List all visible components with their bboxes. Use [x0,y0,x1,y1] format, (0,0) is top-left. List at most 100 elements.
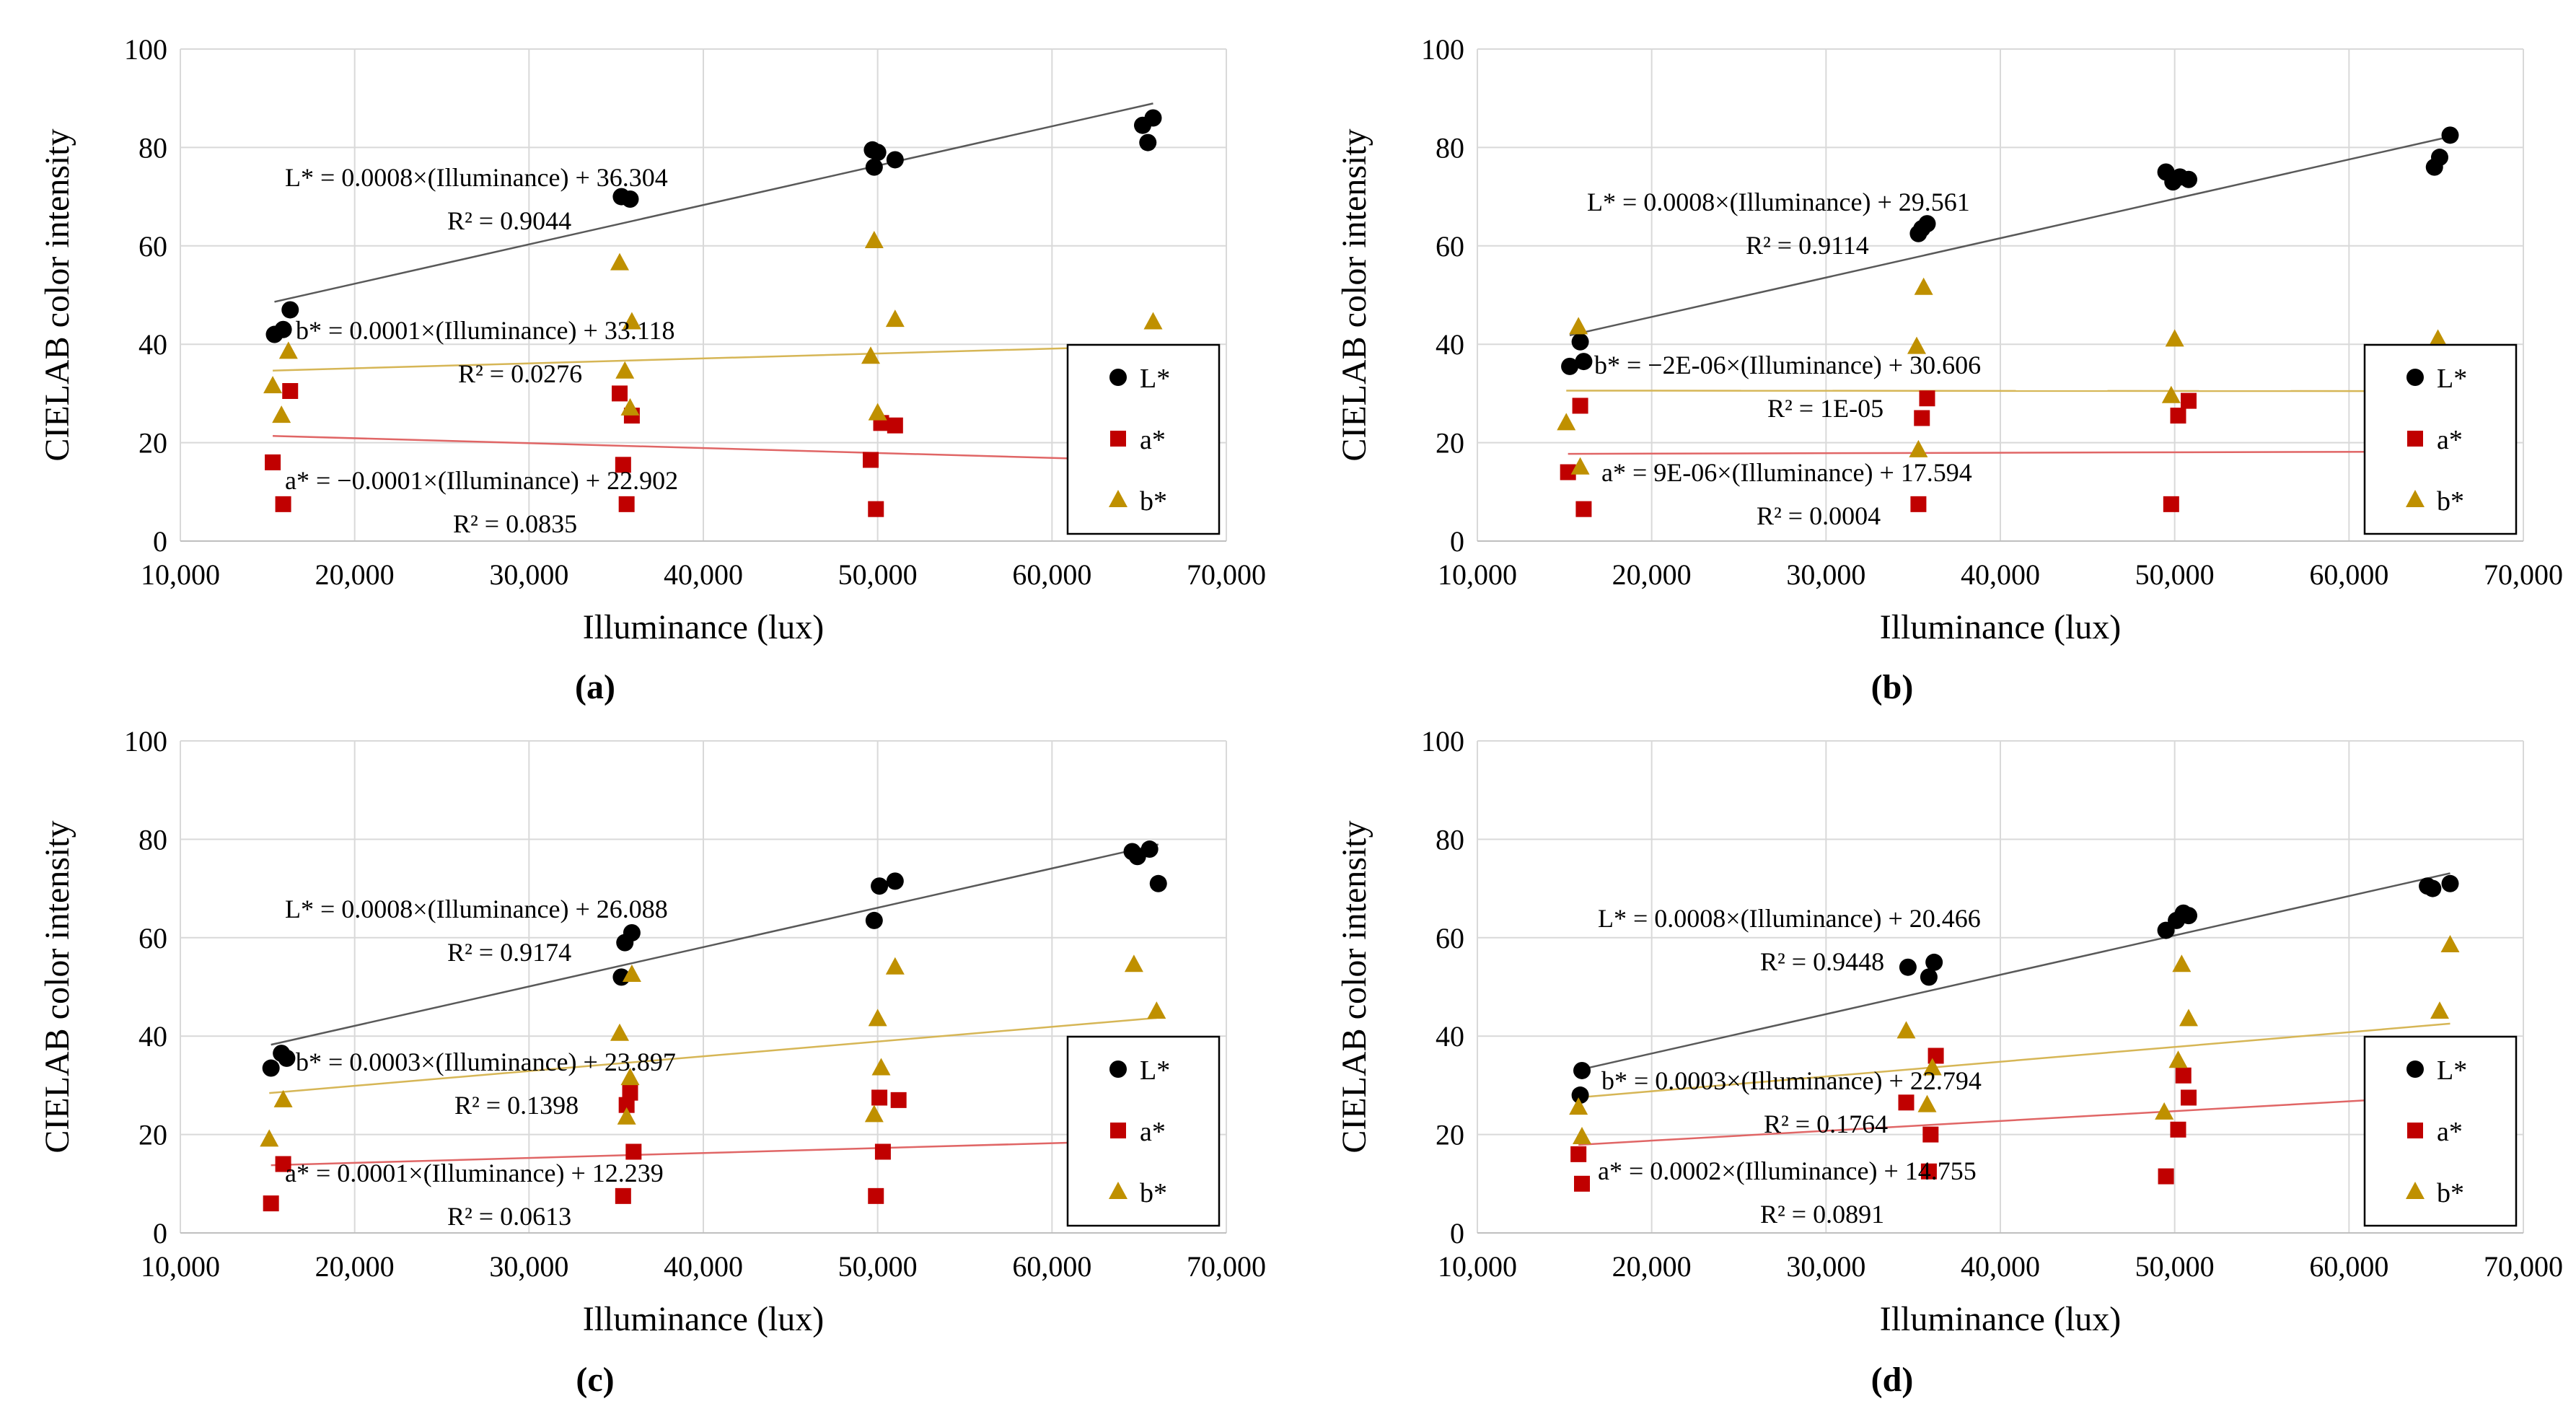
legend-label-L: L* [2437,1055,2467,1086]
trend-equation-L: L* = 0.0008×(Illuminance) + 26.088 [285,895,668,923]
data-point-b [1922,1058,1942,1076]
x-tick-label: 70,000 [1187,1250,1266,1283]
y-tick-label: 0 [1450,1217,1464,1250]
data-point-L [1140,840,1159,858]
data-point-a [2181,392,2197,409]
legend-marker-b [2406,1182,2425,1199]
legend-marker-a [2407,1123,2423,1138]
x-tick-label: 20,000 [315,558,395,591]
data-point-L [1139,133,1157,152]
trendline-L [274,102,1153,303]
data-point-b [2430,1001,2449,1019]
data-point-b [1896,1021,1916,1039]
x-tick-label: 30,000 [489,1250,568,1283]
data-point-L [2441,874,2459,892]
data-point-b [272,405,291,423]
trend-r2-L: R² = 0.9448 [1760,947,1884,976]
x-tick-label: 50,000 [838,558,918,591]
legend-label-a: a* [2437,1117,2463,1147]
trend-equation-a: a* = 9E-06×(Illuminance) + 17.594 [1601,458,1972,487]
y-tick-label: 40 [139,328,167,361]
data-point-L [623,923,641,941]
panel-label: (c) [576,1361,614,1399]
legend-marker-b [1109,490,1127,507]
panel-label: (a) [575,668,615,706]
trend-equation-a: a* = 0.0001×(Illuminance) + 12.239 [285,1159,664,1187]
x-tick-label: 40,000 [1961,558,2040,591]
data-point-a [275,496,291,512]
y-tick-label: 100 [1421,725,1464,758]
legend-label-b: b* [2437,486,2464,517]
data-point-b [1557,413,1576,431]
data-point-b [1573,1127,1591,1145]
x-tick-label: 30,000 [489,558,568,591]
trendline-a [271,1139,1159,1167]
x-tick-label: 50,000 [2135,1250,2215,1283]
data-point-b [620,398,640,416]
y-tick-label: 60 [139,922,167,954]
legend-label-a: a* [1140,1117,1166,1147]
y-tick-label: 80 [139,823,167,856]
data-point-L [1149,874,1167,892]
data-point-a [2175,1067,2192,1084]
data-point-a [282,382,299,399]
data-point-b [2172,954,2192,972]
data-point-b [610,252,629,271]
data-point-a [1575,501,1592,517]
legend-box [2363,343,2518,535]
data-point-L [2441,126,2459,144]
data-point-a [1919,390,1935,407]
x-tick-label: 20,000 [315,1250,395,1283]
data-point-L [281,301,299,319]
data-point-b [622,312,641,330]
legend-label-L: L* [1140,364,1170,394]
y-axis-label: CIELAB color intensity [1335,128,1373,461]
data-point-a [868,1187,884,1204]
data-point-a [263,1195,279,1212]
trend-r2-L: R² = 0.9044 [447,206,571,235]
trend-equation-a: a* = −0.0001×(Illuminance) + 22.902 [285,466,678,495]
data-point-b [2155,1102,2174,1120]
data-point-a [612,385,628,402]
data-point-a [625,1143,642,1160]
x-tick-label: 10,000 [1438,558,1517,591]
legend-box [1066,343,1221,535]
trend-r2-b: R² = 0.0276 [458,359,582,388]
trendline-b [1578,1022,2450,1099]
data-point-a [863,452,879,468]
data-point-L [1571,1086,1589,1105]
y-tick-label: 40 [1436,328,1464,361]
data-point-b [2165,329,2184,347]
data-point-L [278,1049,296,1067]
data-point-L [262,1059,280,1077]
data-point-b [868,403,887,421]
x-tick-label: 40,000 [664,1250,743,1283]
data-point-a [1910,496,1927,512]
trendline-L [271,843,1159,1046]
data-point-a [622,1084,638,1101]
chart-panel-d: 0 20 40 60 80 100 10,000 20,000 30,000 40,000 50,0… [1335,725,2563,1399]
data-point-a [265,454,281,470]
data-point-b [1569,1097,1588,1115]
data-point-L [886,872,904,890]
data-point-a [2170,1121,2186,1138]
legend-label-b: b* [1140,486,1167,517]
data-point-b [868,1009,887,1027]
data-point-b [610,1023,629,1041]
y-tick-label: 20 [139,1119,167,1151]
data-point-a [1922,1126,1939,1143]
legend-box [2363,1035,2518,1227]
data-point-a [2158,1168,2174,1185]
data-point-L [2424,879,2442,897]
legend-label-a: a* [2437,425,2463,455]
legend-label-L: L* [2437,364,2467,394]
x-axis-label: Illuminance (lux) [583,1300,825,1338]
data-point-b [1569,317,1588,335]
legend-marker-L [1109,1060,1127,1078]
trend-equation-b: b* = 0.0003×(Illuminance) + 22.794 [1601,1066,1982,1095]
y-tick-label: 20 [1436,427,1464,460]
data-point-a [1920,1163,1937,1180]
y-tick-label: 20 [1436,1119,1464,1151]
legend-marker-a [2407,431,2423,447]
legend-label-a: a* [1140,425,1166,455]
